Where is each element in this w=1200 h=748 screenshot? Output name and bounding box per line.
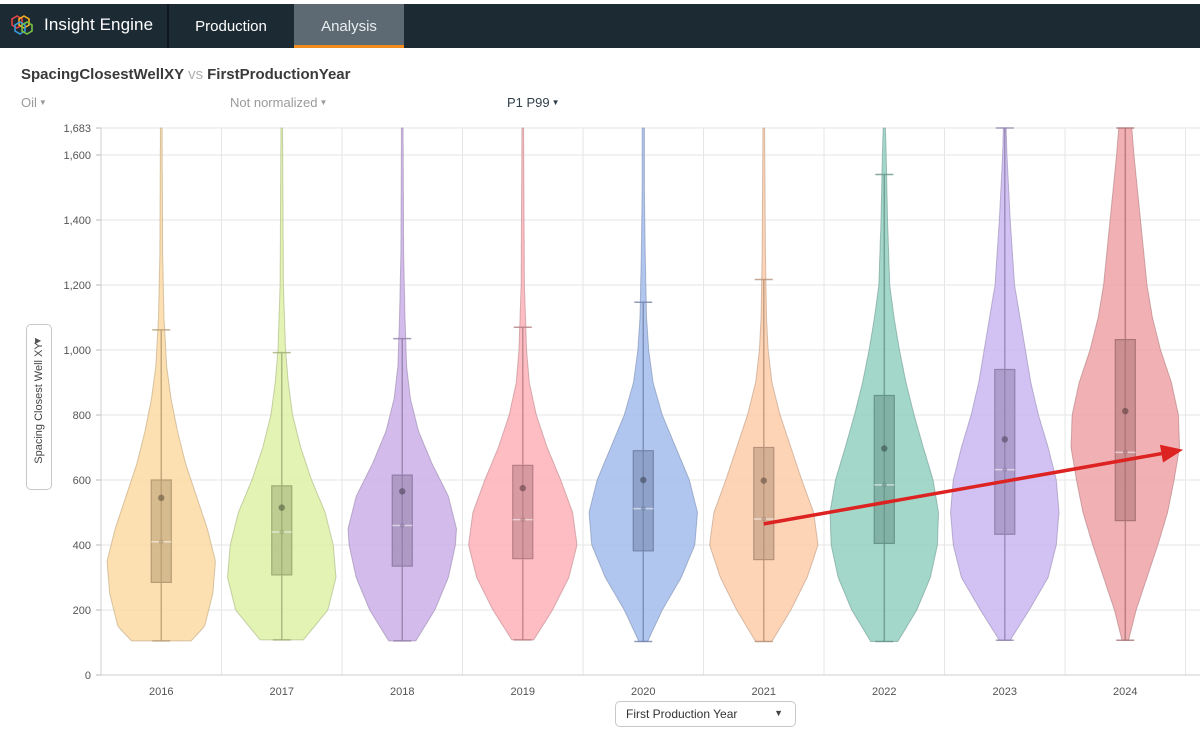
y-tick-label: 800 xyxy=(73,410,91,422)
x-tick-label: 2019 xyxy=(511,686,535,698)
x-tick-label: 2018 xyxy=(390,686,414,698)
mean-marker xyxy=(640,476,647,484)
trend-arrow-head xyxy=(1159,444,1184,463)
median-marker xyxy=(1122,449,1128,455)
trend-arrow-line xyxy=(763,451,1162,526)
brand[interactable]: Insight Engine xyxy=(10,14,153,36)
x-tick-label: 2021 xyxy=(752,686,776,698)
violin-2017 xyxy=(226,127,337,641)
vs-label: vs xyxy=(188,66,204,83)
y-tick-label: 0 xyxy=(85,670,91,682)
chart-title: SpacingClosestWellXY vs FirstProductionYea… xyxy=(21,66,350,83)
x-tick-label: 2023 xyxy=(993,686,1017,698)
violin-2020 xyxy=(588,127,698,643)
y-tick-label: 400 xyxy=(73,540,91,552)
median-marker xyxy=(520,517,526,523)
iqr-box xyxy=(873,394,895,544)
hexagon-logo-icon xyxy=(11,15,33,35)
y-tick-label: 600 xyxy=(73,475,91,487)
mean-marker xyxy=(1001,436,1008,443)
x-axis-label: First Production Year xyxy=(626,707,738,721)
iqr-box xyxy=(632,450,654,552)
y-tick-label: 1,683 xyxy=(63,123,91,135)
violin-2024 xyxy=(1070,127,1181,641)
y-tick-label: 200 xyxy=(73,605,91,617)
mean-marker xyxy=(1122,407,1129,415)
y-tick-label: 1,400 xyxy=(63,215,91,227)
y-axis-selector[interactable]: ▶ Spacing Closest Well XY xyxy=(26,324,52,490)
y-axis-label: Spacing Closest Well XY xyxy=(33,342,45,464)
iqr-box xyxy=(150,479,172,583)
tab-production[interactable]: Production xyxy=(195,17,267,35)
mean-marker xyxy=(519,484,526,492)
iqr-box xyxy=(391,474,413,567)
caret-down-icon: ▼ xyxy=(319,98,328,107)
mean-marker xyxy=(278,504,285,511)
y-tick-label: 1,600 xyxy=(63,150,91,162)
median-marker xyxy=(1002,467,1008,472)
caret-down-icon: ▼ xyxy=(38,98,47,107)
caret-down-icon: ▼ xyxy=(551,98,560,107)
iqr-box xyxy=(753,446,775,561)
violin-2019 xyxy=(468,127,578,641)
normalization-value: Not normalized xyxy=(230,95,318,110)
x-tick-label: 2024 xyxy=(1113,686,1137,698)
violin-2016 xyxy=(106,127,216,642)
violin-2021 xyxy=(709,127,819,643)
x-tick-label: 2022 xyxy=(872,686,896,698)
iqr-box xyxy=(512,464,534,560)
normalization-dropdown[interactable]: Not normalized ▼ xyxy=(230,95,327,110)
median-marker xyxy=(279,529,285,535)
nav-divider xyxy=(167,4,169,48)
iqr-box xyxy=(1114,338,1136,522)
mean-marker xyxy=(158,494,165,502)
median-marker xyxy=(640,506,646,511)
tab-analysis[interactable]: Analysis xyxy=(294,4,404,48)
violin-2022 xyxy=(829,127,940,643)
x-tick-label: 2017 xyxy=(270,686,294,698)
mean-marker xyxy=(881,445,888,452)
y-variable-name: SpacingClosestWellXY xyxy=(21,66,185,83)
y-tick-label: 1,200 xyxy=(63,280,91,292)
percentile-dropdown[interactable]: P1 P99 ▼ xyxy=(507,95,560,110)
brand-name: Insight Engine xyxy=(44,15,154,34)
y-tick-label: 1,000 xyxy=(63,345,91,357)
x-tick-label: 2016 xyxy=(149,686,173,698)
violin-2018 xyxy=(347,127,458,642)
percentile-value: P1 P99 xyxy=(507,95,550,110)
median-marker xyxy=(881,482,887,488)
median-marker xyxy=(761,516,767,522)
fluid-dropdown[interactable]: Oil ▼ xyxy=(21,95,47,110)
fluid-value: Oil xyxy=(21,95,37,110)
x-tick-label: 2020 xyxy=(631,686,655,698)
top-nav-bar: Insight Engine Production Analysis xyxy=(0,0,1200,48)
mean-marker xyxy=(399,488,406,495)
median-marker xyxy=(158,539,164,545)
mean-marker xyxy=(760,477,767,484)
x-variable-name: FirstProductionYear xyxy=(207,66,351,83)
violin-2023 xyxy=(950,127,1060,641)
caret-down-icon: ▼ xyxy=(774,708,783,718)
iqr-box xyxy=(994,368,1016,535)
median-marker xyxy=(399,523,405,528)
caret-right-icon: ▶ xyxy=(35,336,42,345)
top-stripe xyxy=(0,0,1200,4)
x-axis-selector[interactable]: First Production Year ▼ xyxy=(615,701,796,727)
